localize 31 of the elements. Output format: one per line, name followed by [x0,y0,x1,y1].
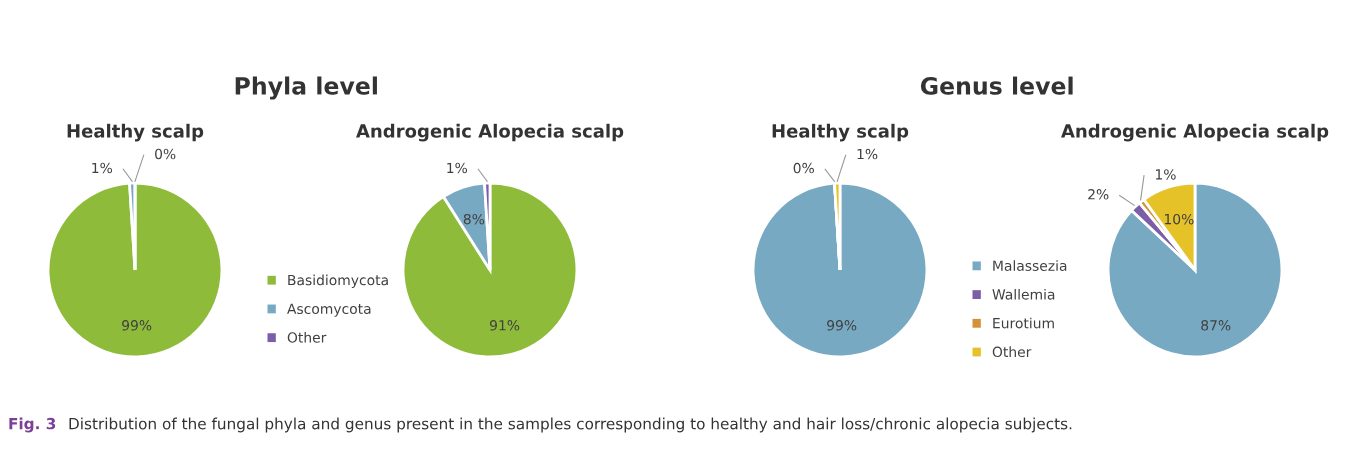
pie-slice [46,181,224,359]
chart-title: Healthy scalp [67,123,204,142]
chart-title: Androgenic Alopecia scalp [1061,123,1329,142]
legend-label: Other [992,346,1032,358]
chart-title: Androgenic Alopecia scalp [356,123,624,142]
legend-label: Malassezia [993,260,1067,271]
legend-label: Other [287,332,327,343]
data-label: 99% [827,320,857,331]
legend-label: Wallemia [992,288,1055,300]
text: 0% [155,148,176,160]
caption: Fig. 3 [9,417,56,433]
pie-slice [401,181,579,359]
data-label: 1% [1155,169,1176,180]
legend-label: Ascomycota [287,303,371,317]
data-label: 8% [463,213,485,225]
data-label: 91% [490,320,520,331]
text: Phyla level [235,76,377,100]
data-label: 2% [1088,189,1109,200]
text: Genus level [920,76,1073,95]
text: 0% [793,162,814,174]
pie-slice [751,181,929,359]
data-label: 87% [1201,320,1231,331]
data-label: 1% [92,162,113,174]
legend-label: Basidiomycota [288,274,388,288]
chart-title: Healthy scalp [772,123,909,142]
data-label: 10% [1164,213,1194,225]
data-label: 1% [857,148,878,160]
legend-label: Eurotium [993,317,1054,329]
text: Distribution of the fungal phyla and genus present in the samples corresponding to healthy and hair loss/chronic alopecia subjects. [69,417,1072,433]
data-label: 99% [122,320,152,331]
data-label: 1% [447,162,468,174]
